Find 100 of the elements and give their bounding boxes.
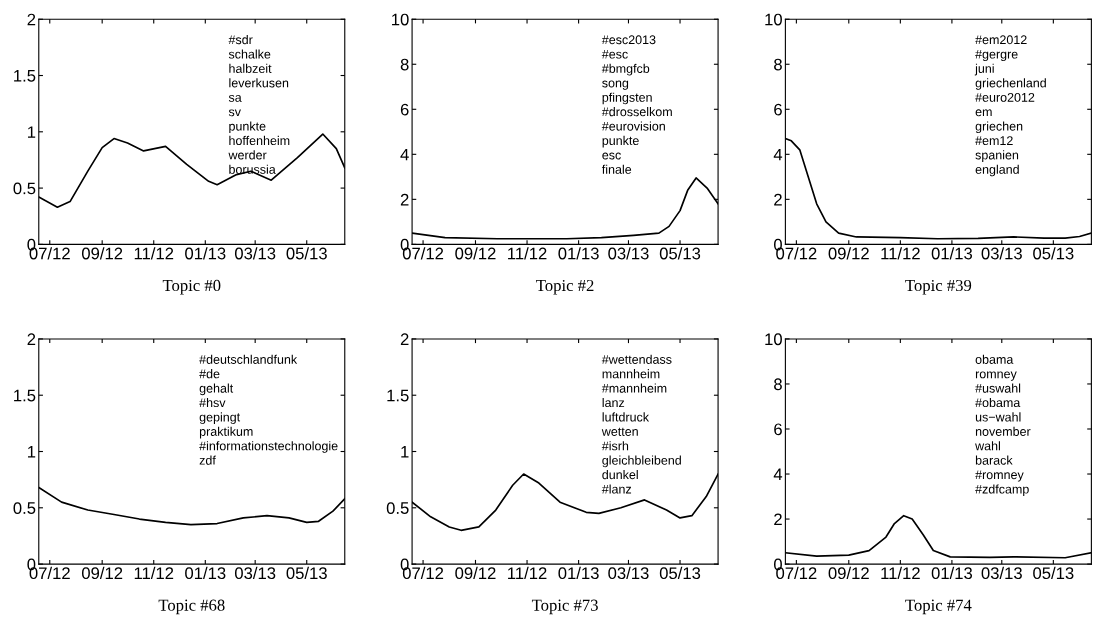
annotation: halbzeit <box>229 63 272 73</box>
x-tick-label: 11/12 <box>881 566 920 580</box>
y-tick-label: 2 <box>27 333 36 345</box>
x-tick-label: 09/12 <box>828 566 869 580</box>
y-tick-label: 2 <box>774 193 782 206</box>
x-tick-label: 03/13 <box>608 566 649 580</box>
annotation: griechenland <box>975 78 1046 90</box>
annotation: us−wahl <box>975 412 1021 422</box>
x-axis-title: Topic #2 <box>536 279 594 295</box>
annotation: obama <box>975 354 1014 364</box>
annotation: romney <box>975 371 1017 381</box>
annotation: em <box>975 109 992 117</box>
annotation: hoffenheim <box>229 135 290 146</box>
x-tick-label: 03/13 <box>234 566 276 580</box>
y-tick-label: 10 <box>765 13 782 26</box>
annotation: sv <box>228 109 241 117</box>
annotation: song <box>602 80 629 90</box>
x-tick-label: 01/13 <box>931 566 973 580</box>
x-tick-label: 09/12 <box>455 247 496 260</box>
annotation: werder <box>228 150 267 160</box>
x-tick-label: 05/13 <box>1033 247 1074 260</box>
y-tick-label: 1 <box>28 446 36 458</box>
annotation: punkte <box>229 121 266 134</box>
y-tick-label: 0.5 <box>13 502 36 514</box>
annotation: #zdfcamp <box>975 484 1029 497</box>
x-tick-label: 01/13 <box>558 566 599 580</box>
annotation: #obama <box>975 397 1021 408</box>
annotation: gepingt <box>199 412 241 424</box>
y-tick-label: 10 <box>765 333 782 346</box>
annotation: finale <box>601 164 632 174</box>
y-tick-label: 1.5 <box>387 389 409 402</box>
x-tick-label: 05/13 <box>659 247 701 260</box>
y-tick-label: 1 <box>28 126 36 138</box>
annotation: #eurovision <box>601 121 665 131</box>
y-tick-label: 2 <box>400 333 409 345</box>
annotation: griechen <box>975 121 1023 134</box>
x-tick-label: 03/13 <box>608 247 649 260</box>
x-axis-title: Topic #68 <box>158 599 225 615</box>
annotation: schalke <box>228 49 271 59</box>
x-axis-title: Topic #0 <box>162 279 221 295</box>
annotation: #isrh <box>601 441 629 451</box>
annotation: #uswahl <box>975 383 1021 393</box>
annotation: #sdr <box>228 34 253 45</box>
x-tick-label: 03/13 <box>981 566 1022 580</box>
annotation: esc <box>602 152 621 160</box>
annotation: #esc <box>601 49 628 59</box>
x-axis-title: Topic #73 <box>531 599 598 615</box>
x-tick-label: 05/13 <box>286 566 327 580</box>
annotation: gehalt <box>199 383 234 396</box>
annotation: #esc2013 <box>601 35 656 45</box>
x-tick-label: 05/13 <box>659 566 701 580</box>
annotation: #lanz <box>601 484 632 494</box>
annotation: mannheim <box>602 369 660 379</box>
annotation: spanien <box>975 150 1019 162</box>
annotation: #romney <box>975 470 1024 482</box>
x-tick-label: 03/13 <box>234 247 276 260</box>
annotation: zdf <box>199 455 216 465</box>
annotation: #de <box>199 369 220 379</box>
x-tick-label: 11/12 <box>134 247 174 260</box>
annotation: wetten <box>601 427 638 436</box>
annotation: juni <box>974 63 994 76</box>
y-tick-label: 1.5 <box>14 70 36 82</box>
y-tick-label: 4 <box>400 148 409 161</box>
y-tick-label: 1 <box>401 446 409 458</box>
x-tick-label: 01/13 <box>185 247 226 260</box>
y-tick-label: 8 <box>774 58 782 71</box>
x-tick-label: 11/12 <box>508 566 547 580</box>
annotation: barack <box>975 455 1013 465</box>
x-tick-label: 09/12 <box>81 247 123 260</box>
annotation: luftdruck <box>602 412 650 422</box>
x-tick-label: 05/13 <box>1033 566 1074 580</box>
y-tick-label: 2 <box>774 513 782 526</box>
x-axis-title: Topic #74 <box>905 599 972 615</box>
y-tick-label: 1.5 <box>14 389 36 402</box>
annotation: #gergre <box>975 49 1018 62</box>
annotation: pfingsten <box>602 92 652 105</box>
annotation: november <box>975 426 1031 436</box>
annotation: england <box>975 164 1019 177</box>
annotation: #em2012 <box>975 35 1027 45</box>
x-tick-label: 09/12 <box>455 566 496 580</box>
x-tick-label: 11/12 <box>881 247 920 260</box>
x-tick-label: 01/13 <box>558 247 599 260</box>
x-tick-label: 01/13 <box>931 247 973 260</box>
y-tick-label: 0.5 <box>386 502 409 514</box>
annotation: #hsv <box>199 397 226 408</box>
x-tick-label: 11/12 <box>134 566 174 580</box>
annotation: punkte <box>602 135 639 148</box>
annotation: #bmgfcb <box>601 63 650 76</box>
annotation: #mannheim <box>601 383 667 393</box>
y-tick-label: 2 <box>400 193 409 206</box>
y-tick-label: 4 <box>773 148 783 161</box>
annotation: #informationstechnologie <box>199 441 338 453</box>
x-tick-label: 11/12 <box>508 247 547 260</box>
annotation: gleichbleibend <box>602 455 681 468</box>
y-tick-label: 6 <box>774 423 782 436</box>
annotation: borussia <box>229 164 276 174</box>
annotation: leverkusen <box>229 78 289 88</box>
annotation: #drosselkom <box>601 107 672 117</box>
annotation: #wettendass <box>601 354 672 364</box>
annotation: wahl <box>975 441 1000 451</box>
